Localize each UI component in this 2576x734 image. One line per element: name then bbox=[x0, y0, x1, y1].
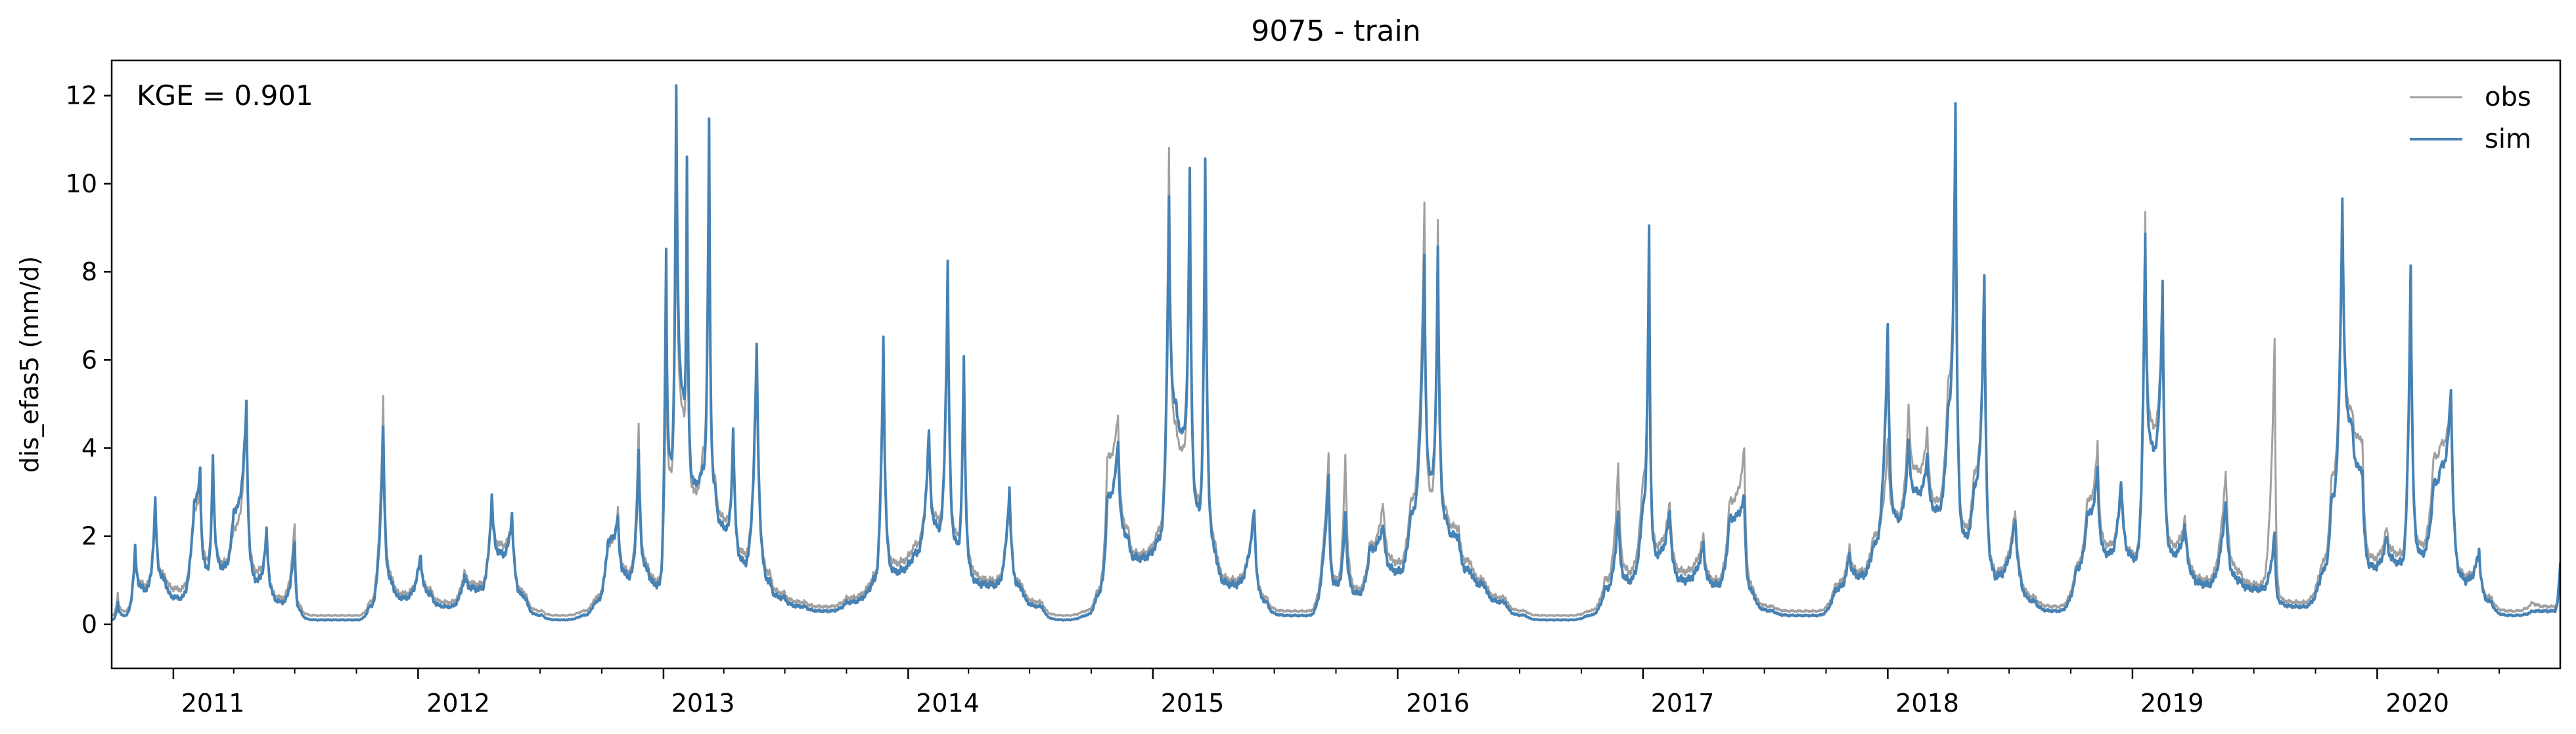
y-tick-label: 10 bbox=[66, 169, 97, 198]
x-tick-label: 2013 bbox=[671, 689, 735, 718]
x-tick-label: 2016 bbox=[1406, 689, 1470, 718]
y-tick-label: 6 bbox=[81, 345, 97, 374]
x-tick-label: 2011 bbox=[181, 689, 245, 718]
series-layer bbox=[112, 84, 2560, 622]
x-tick-label: 2012 bbox=[426, 689, 490, 718]
legend-label-sim: sim bbox=[2485, 124, 2531, 154]
y-tick-label: 0 bbox=[81, 610, 97, 639]
axes-layer: 0 2 4 6 8 10 12 2011 2012 2013 2014 2015 2016 2017 201… bbox=[66, 59, 2562, 718]
series-line-sim bbox=[112, 84, 2560, 622]
legend-label-obs: obs bbox=[2485, 82, 2531, 112]
x-tick-label: 2014 bbox=[916, 689, 980, 718]
x-tick-label: 2017 bbox=[1651, 689, 1715, 718]
x-tick-label: 2019 bbox=[2140, 689, 2204, 718]
legend: obs sim bbox=[2410, 82, 2531, 154]
kge-annotation: KGE = 0.901 bbox=[137, 79, 313, 112]
y-tick-label: 8 bbox=[81, 257, 97, 286]
y-axis-label: dis_efas5 (mm/d) bbox=[15, 256, 44, 473]
y-tick-label: 2 bbox=[81, 522, 97, 551]
x-tick-label: 2015 bbox=[1161, 689, 1225, 718]
x-tick-label: 2020 bbox=[2385, 689, 2449, 718]
y-tick-label: 12 bbox=[66, 81, 97, 110]
chart-title: 9075 - train bbox=[1251, 14, 1420, 48]
x-tick-label: 2018 bbox=[1895, 689, 1959, 718]
y-tick-label: 4 bbox=[81, 433, 97, 462]
